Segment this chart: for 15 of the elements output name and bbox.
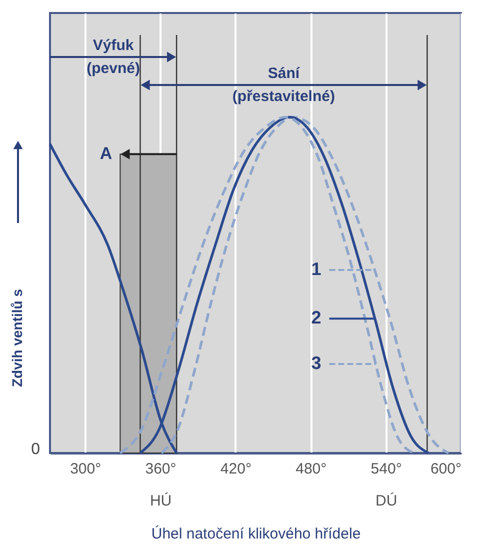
x-tick-label: 300° (70, 460, 102, 478)
band-label: A (100, 144, 112, 164)
text: 0 (31, 441, 40, 458)
x-tick-label: 420° (220, 460, 252, 478)
text: Výfuk (pevné) (86, 37, 140, 77)
x-axis-title: Úhel natočení klikového hřídele (151, 524, 361, 542)
legend-label: 2 (311, 308, 322, 328)
x-tick-label: 600° (430, 460, 462, 478)
x-tick-label: 540° DÚ (370, 460, 402, 510)
y-axis-title: Zdvih ventilů s (9, 288, 25, 388)
text: Sání (přestavitelné) (232, 65, 335, 105)
x-tick-label: 360° HÚ (145, 460, 176, 510)
x-tick-label: 480° (296, 460, 327, 478)
legend-label: 3 (311, 352, 322, 373)
legend-label: 1 (311, 258, 322, 279)
